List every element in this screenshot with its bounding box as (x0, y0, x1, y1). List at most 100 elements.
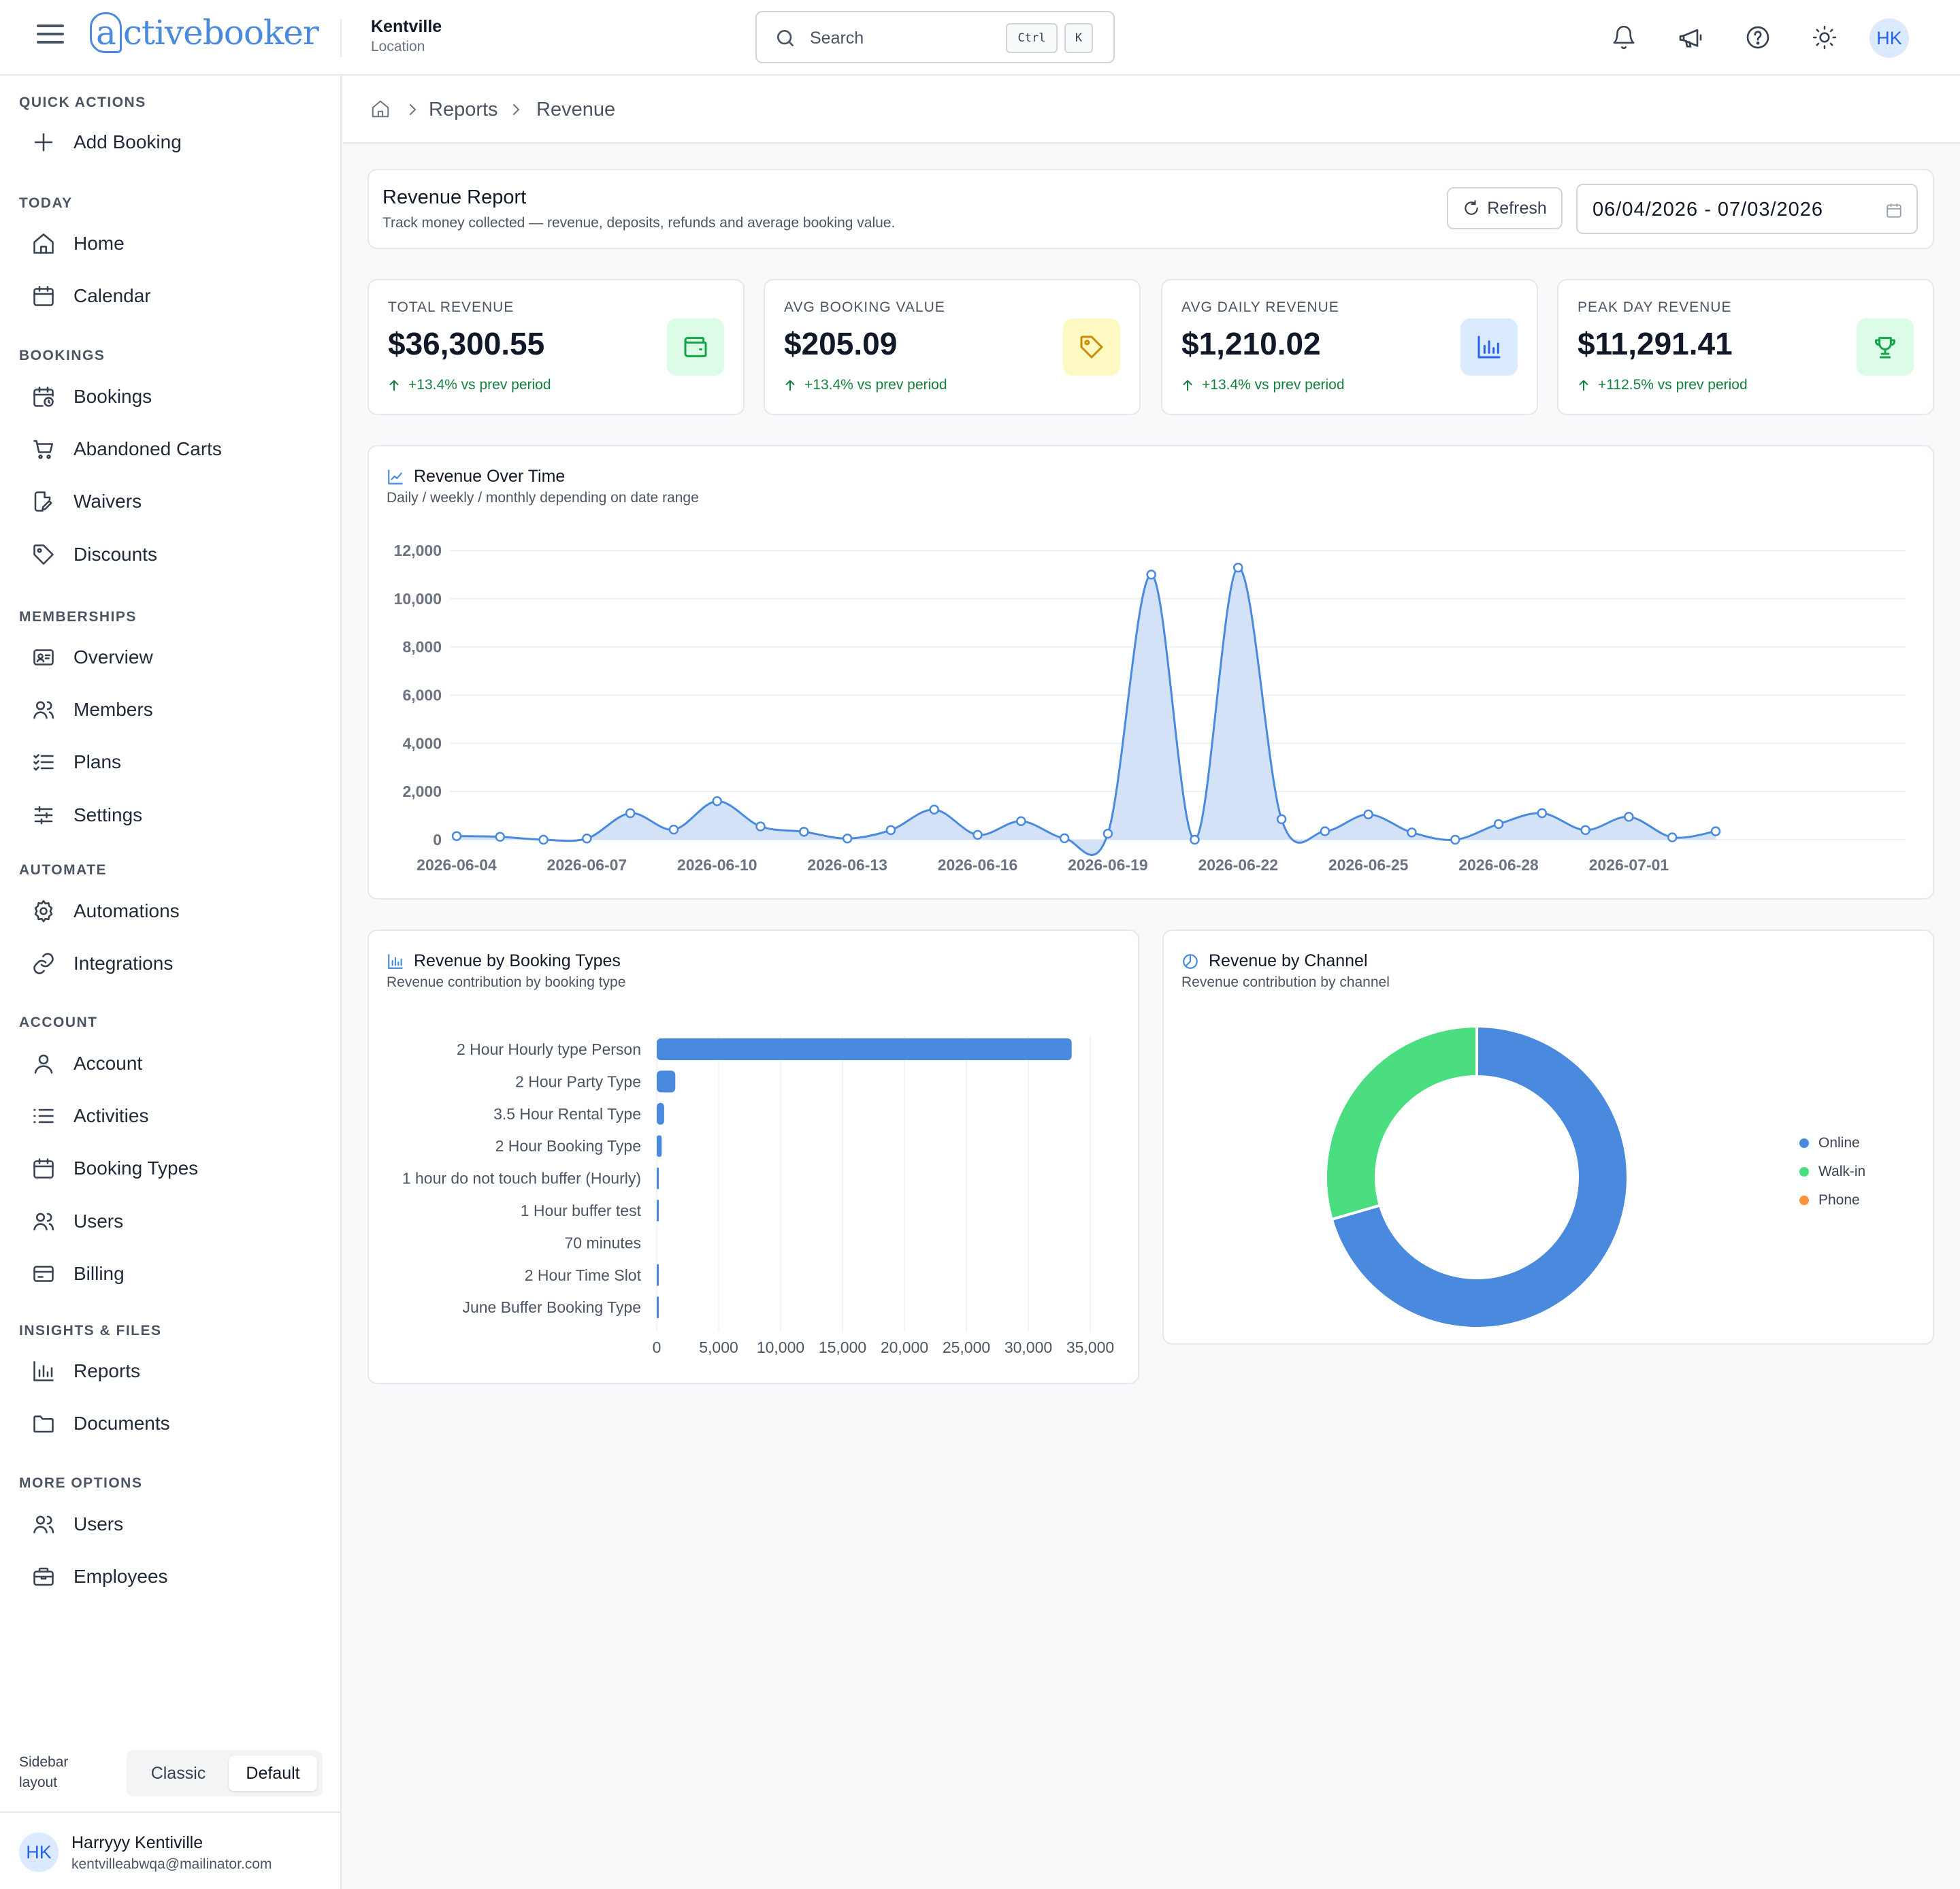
data-point[interactable] (885, 825, 896, 836)
data-point[interactable] (1450, 834, 1460, 845)
sidebar-item-documents[interactable]: Documents (19, 1403, 332, 1444)
data-point[interactable] (582, 833, 592, 844)
legend-dot (1799, 1196, 1809, 1205)
sidebar-user-name[interactable]: Harryyy Kentiville (71, 1833, 203, 1852)
data-point[interactable] (842, 833, 853, 844)
data-point[interactable] (1624, 812, 1634, 822)
sidebar-item-reports[interactable]: Reports (19, 1351, 332, 1392)
sidebar-item-calendar[interactable]: Calendar (19, 276, 332, 316)
breadcrumb-reports[interactable]: Reports (429, 99, 498, 120)
date-range-picker[interactable]: 06/04/2026 - 07/03/2026 (1576, 184, 1918, 234)
sidebar-item-employees[interactable]: Employees (19, 1556, 332, 1597)
sidebar-item-activities[interactable]: Activities (19, 1096, 332, 1136)
bar-1-hour-buffer-test[interactable] (657, 1200, 659, 1221)
sidebar-item-discounts[interactable]: Discounts (19, 534, 332, 575)
data-point[interactable] (1146, 570, 1156, 580)
sidebar-item-users[interactable]: Users (19, 1504, 332, 1545)
bar-2-hour-hourly-type-person[interactable] (657, 1038, 1072, 1060)
data-point[interactable] (625, 808, 636, 819)
calendar-icon (1886, 203, 1901, 218)
refresh-button[interactable]: Refresh (1447, 187, 1563, 229)
layout-default-button[interactable]: Default (229, 1756, 317, 1791)
folder-icon (30, 1410, 57, 1437)
data-point[interactable] (973, 829, 983, 840)
data-point[interactable] (1407, 827, 1417, 838)
data-point[interactable] (1537, 808, 1548, 819)
sidebar-item-booking-types[interactable]: Booking Types (19, 1148, 332, 1189)
section-bookings: BOOKINGS (19, 348, 105, 363)
bar-category-label: 2 Hour Time Slot (525, 1266, 642, 1284)
bar-june-buffer-booking-type[interactable] (657, 1296, 659, 1319)
layout-classic-button[interactable]: Classic (150, 1763, 206, 1783)
data-point[interactable] (1016, 816, 1026, 826)
data-point[interactable] (1233, 562, 1243, 573)
legend-item-walk-in[interactable]: Walk-in (1799, 1164, 1865, 1180)
data-point[interactable] (1320, 826, 1330, 836)
sidebar-item-label: Members (74, 699, 153, 721)
home-icon[interactable] (370, 99, 391, 122)
sidebar-item-automations[interactable]: Automations (19, 891, 332, 932)
kpi-label: AVG DAILY REVENUE (1181, 299, 1339, 315)
sidebar-item-label: Settings (74, 804, 143, 825)
sidebar-item-billing[interactable]: Billing (19, 1253, 332, 1294)
data-point[interactable] (668, 824, 679, 835)
sidebar-item-users[interactable]: Users (19, 1201, 332, 1242)
megaphone-icon[interactable] (1673, 20, 1708, 54)
user-avatar[interactable]: HK (1869, 18, 1909, 58)
location-name[interactable]: Kentville (371, 17, 442, 36)
data-point[interactable] (799, 827, 809, 837)
donut-slice-online[interactable] (1330, 1024, 1629, 1330)
sidebar-item-abandoned-carts[interactable]: Abandoned Carts (19, 429, 332, 470)
section-account: ACCOUNT (19, 1015, 98, 1030)
x-tick-label: 20,000 (881, 1338, 928, 1356)
legend-item-phone[interactable]: Phone (1799, 1192, 1860, 1209)
sidebar-item-waivers[interactable]: Waivers (19, 481, 332, 522)
hamburger-menu-icon[interactable] (37, 24, 64, 49)
activebooker-logo[interactable]: a ctivebooker (90, 12, 319, 53)
data-point[interactable] (1493, 819, 1504, 829)
sidebar-item-plans[interactable]: Plans (19, 742, 332, 783)
sidebar-item-label: Account (74, 1053, 143, 1074)
data-point[interactable] (1580, 825, 1590, 836)
sidebar-item-bookings[interactable]: Bookings (19, 376, 332, 417)
bar-category-label: 2 Hour Party Type (515, 1072, 641, 1090)
bar-2-hour-booking-type[interactable] (657, 1135, 662, 1157)
data-point[interactable] (1363, 809, 1373, 820)
help-icon[interactable] (1741, 20, 1775, 54)
x-tick-label: 2026-06-19 (1068, 856, 1148, 874)
data-point[interactable] (1667, 832, 1678, 842)
search-input[interactable]: Search Ctrl K (755, 11, 1115, 63)
data-point[interactable] (1059, 833, 1070, 844)
sidebar-item-label: Integrations (74, 953, 174, 974)
sidebar-item-home[interactable]: Home (19, 223, 332, 264)
data-point[interactable] (538, 834, 549, 845)
data-point[interactable] (495, 832, 506, 842)
data-point[interactable] (1102, 828, 1113, 839)
sidebar-item-settings[interactable]: Settings (19, 795, 332, 836)
data-point[interactable] (1710, 826, 1721, 836)
bell-icon[interactable] (1607, 20, 1641, 54)
donut-slice-walk-in[interactable] (1324, 1024, 1478, 1221)
sidebar-item-account[interactable]: Account (19, 1043, 332, 1084)
sidebar-item-members[interactable]: Members (19, 689, 332, 730)
data-point[interactable] (1276, 814, 1287, 825)
data-point[interactable] (712, 796, 723, 806)
data-point[interactable] (451, 831, 462, 841)
data-point[interactable] (1190, 834, 1200, 845)
bar-1-hour-do-not-touch-buffer-hourly[interactable] (657, 1167, 659, 1189)
bar-2-hour-time-slot[interactable] (657, 1264, 659, 1286)
sidebar-item-add-booking[interactable]: Add Booking (19, 122, 332, 163)
sun-icon[interactable] (1808, 20, 1842, 54)
bar-3-5-hour-rental-type[interactable] (657, 1102, 664, 1125)
data-point[interactable] (755, 821, 766, 832)
data-point[interactable] (929, 804, 939, 815)
sidebar-user-avatar[interactable]: HK (19, 1833, 59, 1872)
sidebar-item-overview[interactable]: Overview (19, 637, 332, 678)
kpi-value: $11,291.41 (1578, 326, 1733, 361)
legend-dot (1799, 1167, 1809, 1177)
x-tick-label: 25,000 (943, 1338, 990, 1356)
kpi-value: $205.09 (784, 326, 898, 361)
bar-2-hour-party-type[interactable] (657, 1070, 676, 1093)
sidebar-item-integrations[interactable]: Integrations (19, 943, 332, 984)
legend-item-online[interactable]: Online (1799, 1135, 1860, 1151)
